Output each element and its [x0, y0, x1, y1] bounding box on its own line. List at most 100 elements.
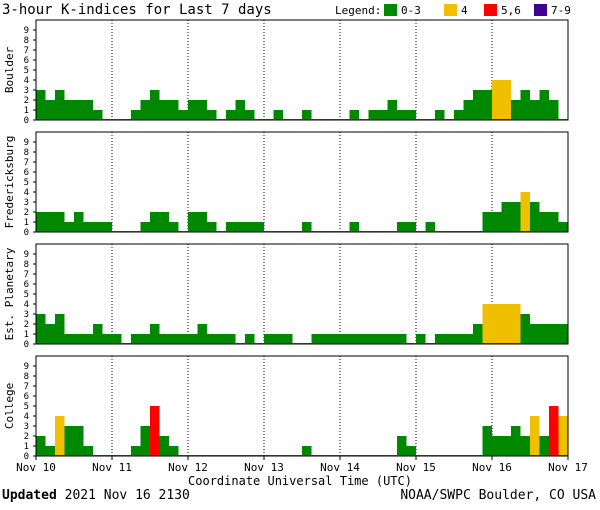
bar — [530, 324, 540, 344]
bar — [140, 426, 150, 456]
bar — [83, 222, 93, 232]
bar — [169, 100, 179, 120]
bar — [112, 334, 122, 344]
bar — [93, 222, 103, 232]
bar — [378, 110, 388, 120]
x-tick-label: Nov 16 — [472, 461, 512, 474]
y-tick-label: 6 — [24, 280, 29, 290]
bar — [530, 202, 540, 232]
bar — [511, 202, 521, 232]
y-tick-label: 3 — [24, 86, 29, 96]
y-tick-label: 2 — [24, 208, 29, 218]
bar — [539, 436, 549, 456]
bar — [454, 334, 464, 344]
bar — [178, 110, 188, 120]
bar — [511, 426, 521, 456]
bar — [549, 212, 559, 232]
legend-swatch-3 — [534, 4, 547, 16]
y-tick-label: 8 — [24, 36, 29, 46]
legend-swatch-2 — [484, 4, 497, 16]
bar — [482, 212, 492, 232]
y-tick-label: 4 — [24, 300, 29, 310]
bar — [520, 192, 530, 232]
bar — [397, 334, 407, 344]
y-tick-label: 7 — [24, 270, 29, 280]
bar — [245, 334, 255, 344]
y-tick-label: 3 — [24, 198, 29, 208]
bar — [444, 334, 454, 344]
bar — [454, 110, 464, 120]
legend: Legend: 0-3 4 5,6 7-9 — [335, 4, 571, 17]
bar — [207, 334, 217, 344]
bar — [45, 446, 55, 456]
bar — [188, 212, 198, 232]
y-tick-label: 2 — [24, 96, 29, 106]
legend-label: Legend: — [335, 4, 381, 17]
y-tick-label: 7 — [24, 46, 29, 56]
bar — [93, 110, 103, 120]
y-tick-label: 2 — [24, 320, 29, 330]
bar — [492, 80, 502, 120]
bar — [36, 436, 46, 456]
bar — [140, 334, 150, 344]
legend-entry-3: 7-9 — [551, 4, 571, 17]
bar — [83, 334, 93, 344]
bar — [150, 212, 160, 232]
bar — [530, 416, 540, 456]
bar — [397, 110, 407, 120]
bar — [435, 110, 445, 120]
bar — [549, 406, 559, 456]
bar — [302, 110, 312, 120]
y-tick-label: 4 — [24, 412, 29, 422]
bar — [349, 334, 359, 344]
legend-entry-0: 0-3 — [401, 4, 421, 17]
y-tick-label: 9 — [24, 138, 29, 148]
bar — [558, 324, 568, 344]
bar — [226, 334, 236, 344]
bar — [283, 334, 293, 344]
panel-name: College — [3, 383, 16, 429]
bar — [150, 324, 160, 344]
panels: 0123456789Boulder0123456789Fredericksbur… — [3, 19, 569, 462]
bar — [64, 426, 74, 456]
bar — [45, 100, 55, 120]
x-tick-label: Nov 15 — [396, 461, 436, 474]
x-tick-label: Nov 10 — [16, 461, 56, 474]
bar — [150, 406, 160, 456]
bar — [520, 90, 530, 120]
bar — [368, 110, 378, 120]
bar — [349, 222, 359, 232]
y-tick-label: 9 — [24, 362, 29, 372]
bar — [188, 334, 198, 344]
y-tick-label: 2 — [24, 432, 29, 442]
bar — [511, 304, 521, 344]
x-tick-label: Nov 13 — [244, 461, 284, 474]
bar — [321, 334, 331, 344]
bar — [492, 212, 502, 232]
bar — [226, 110, 236, 120]
y-tick-label: 9 — [24, 26, 29, 36]
bar — [520, 314, 530, 344]
bar — [254, 222, 264, 232]
bar — [55, 212, 65, 232]
y-tick-label: 7 — [24, 382, 29, 392]
bar — [416, 334, 426, 344]
bar — [131, 446, 141, 456]
legend-entry-2: 5,6 — [501, 4, 521, 17]
bar — [397, 222, 407, 232]
y-tick-label: 6 — [24, 392, 29, 402]
y-tick-label: 4 — [24, 188, 29, 198]
bar — [55, 314, 65, 344]
bar — [397, 436, 407, 456]
y-tick-label: 8 — [24, 260, 29, 270]
bar — [197, 100, 207, 120]
bar — [36, 90, 46, 120]
bar — [520, 436, 530, 456]
bar — [83, 446, 93, 456]
bar — [539, 324, 549, 344]
bar — [216, 334, 226, 344]
bar — [387, 334, 397, 344]
bar — [349, 110, 359, 120]
bar — [482, 426, 492, 456]
